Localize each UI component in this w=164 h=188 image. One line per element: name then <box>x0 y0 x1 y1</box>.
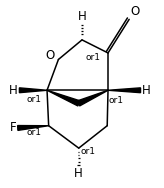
Text: H: H <box>142 84 151 97</box>
Text: H: H <box>9 84 18 97</box>
Text: or1: or1 <box>109 96 124 105</box>
Text: O: O <box>131 5 140 18</box>
Text: or1: or1 <box>26 95 41 104</box>
Text: F: F <box>10 121 16 134</box>
Polygon shape <box>18 126 49 130</box>
Polygon shape <box>108 88 141 93</box>
Polygon shape <box>78 90 108 106</box>
Polygon shape <box>19 88 47 93</box>
Text: H: H <box>78 10 86 23</box>
Text: H: H <box>74 167 83 180</box>
Text: or1: or1 <box>85 53 100 62</box>
Text: or1: or1 <box>26 128 41 137</box>
Polygon shape <box>47 90 80 106</box>
Text: or1: or1 <box>80 147 95 156</box>
Text: O: O <box>45 49 54 62</box>
